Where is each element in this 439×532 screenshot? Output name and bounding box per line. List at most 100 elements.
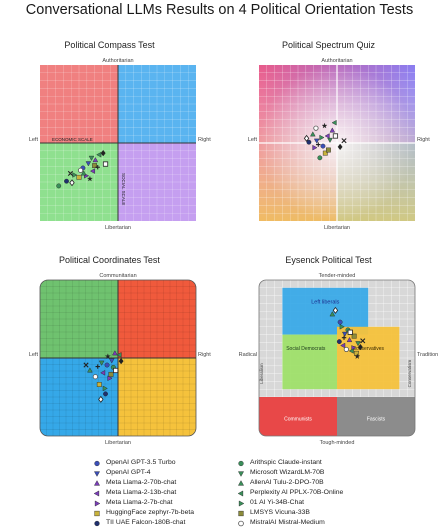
data-point — [80, 170, 87, 176]
data-points — [303, 119, 347, 161]
legend-label: OpenAI GPT-4 — [106, 469, 151, 476]
data-point — [100, 370, 106, 376]
data-point — [357, 343, 363, 351]
region-label: Social Democrats — [286, 346, 326, 352]
data-point — [341, 138, 347, 144]
data-point — [346, 337, 353, 343]
economic-scale-label: ECONOMIC SCALE — [52, 137, 93, 142]
legend-label: OpenAI GPT-3.5 Turbo — [106, 459, 176, 466]
axis-label-left: Left — [29, 137, 39, 143]
legend-marker — [94, 520, 100, 527]
axis-label-conservatism: Conservatism — [407, 360, 412, 388]
data-point — [303, 134, 310, 142]
data-point — [343, 346, 349, 353]
data-point — [331, 119, 337, 126]
panel-political-compass: Political Compass Test ECONOMIC SCALE SOC… — [0, 40, 219, 270]
quadrant-communitarian-right — [118, 280, 196, 358]
data-point — [337, 319, 343, 325]
legend-label: Meta Llama-2-70b-chat — [106, 479, 177, 486]
data-point — [112, 350, 118, 356]
data-point — [76, 174, 82, 180]
quadrant-lib-left — [40, 143, 118, 221]
axis-label-right: Right — [198, 137, 211, 143]
quadrant-communitarian-left — [40, 280, 118, 358]
legend-marker — [238, 520, 244, 527]
data-point — [340, 342, 346, 349]
data-point — [316, 142, 321, 147]
axis-label-bottom: Libertarian — [105, 225, 131, 231]
legend-label: Meta Llama-2-7b-chat — [106, 499, 173, 506]
data-point — [313, 125, 319, 131]
legend-label: MistralAI Mistral-Medium — [250, 519, 325, 526]
data-point — [312, 144, 318, 151]
data-point — [332, 306, 339, 314]
data-point — [103, 391, 108, 397]
axis-label-bottom: Libertarian — [105, 440, 131, 446]
data-point — [354, 350, 359, 356]
data-point — [113, 367, 119, 374]
data-point — [104, 353, 111, 359]
data-point — [332, 133, 339, 139]
panel-title: Political Coordinates Test — [59, 255, 160, 265]
data-point — [108, 371, 114, 377]
data-point — [317, 155, 323, 161]
region-fascists — [337, 397, 415, 436]
axis-label-top: Authoritarian — [321, 58, 352, 64]
axis-label-left: Radical — [239, 352, 257, 358]
data-point — [348, 348, 354, 354]
data-point — [86, 175, 93, 182]
region-group — [259, 280, 415, 436]
data-point — [341, 335, 347, 340]
data-point — [118, 357, 124, 365]
plot-border — [258, 279, 416, 437]
data-point — [351, 333, 357, 339]
legend-marker — [237, 490, 244, 497]
legend: OpenAI GPT-3.5 Turbo OpenAI GPT-4 Meta Lla… — [0, 458, 439, 532]
data-point — [83, 362, 89, 368]
data-point — [322, 150, 328, 156]
data-point — [89, 168, 96, 174]
data-point — [88, 155, 95, 161]
data-point — [360, 338, 366, 344]
data-point — [64, 178, 69, 184]
region-communists — [259, 397, 337, 436]
legend-label: Meta Llama-2-13b-chat — [106, 489, 177, 496]
data-point — [306, 139, 312, 145]
legend-label: HuggingFace zephyr-7b-beta — [106, 509, 195, 516]
axis-label-top: Communitarian — [99, 273, 136, 279]
data-point — [107, 375, 113, 382]
data-point — [96, 151, 102, 158]
legend-marker — [238, 500, 245, 507]
data-point — [321, 122, 328, 129]
data-point — [98, 360, 105, 366]
axis-label-right: Right — [198, 352, 211, 358]
data-point — [85, 161, 92, 167]
data-point — [342, 331, 348, 337]
data-point — [104, 362, 110, 368]
data-point — [310, 131, 316, 137]
data-points — [56, 149, 109, 189]
legend-label: LMSYS Vicuna-33B — [250, 509, 310, 516]
data-point — [92, 374, 98, 380]
data-point — [77, 167, 84, 173]
axis-label-left: Left — [29, 352, 39, 358]
legend-label: AllenAI Tulu-2-DPO-70B — [250, 479, 324, 486]
political-spectrum-chart: Authoritarian Libertarian Left Right — [248, 58, 430, 231]
axis-label-right: Right — [417, 137, 430, 143]
quadrant-auth-right — [118, 65, 196, 143]
legend-marker — [94, 510, 100, 517]
region-label: Fascists — [367, 416, 386, 422]
data-point — [326, 147, 331, 153]
legend-marker — [238, 471, 244, 477]
panel-eysenck: Eysenck Political Test Left liberals Soci… — [219, 255, 438, 485]
legend-label: Perplexity AI PPLX-70B-Online — [250, 489, 344, 496]
data-point — [102, 385, 108, 392]
axis-label-bottom: Tough-minded — [320, 440, 355, 446]
panel-title: Eysenck Political Test — [285, 255, 372, 265]
data-point — [67, 170, 74, 177]
data-point — [87, 367, 93, 373]
region-label: Communists — [284, 416, 312, 422]
legend-label: Arithspic Claude-instant — [250, 459, 322, 466]
data-point — [92, 163, 98, 169]
social-scale-label: SOCIAL SCALE — [121, 173, 126, 205]
